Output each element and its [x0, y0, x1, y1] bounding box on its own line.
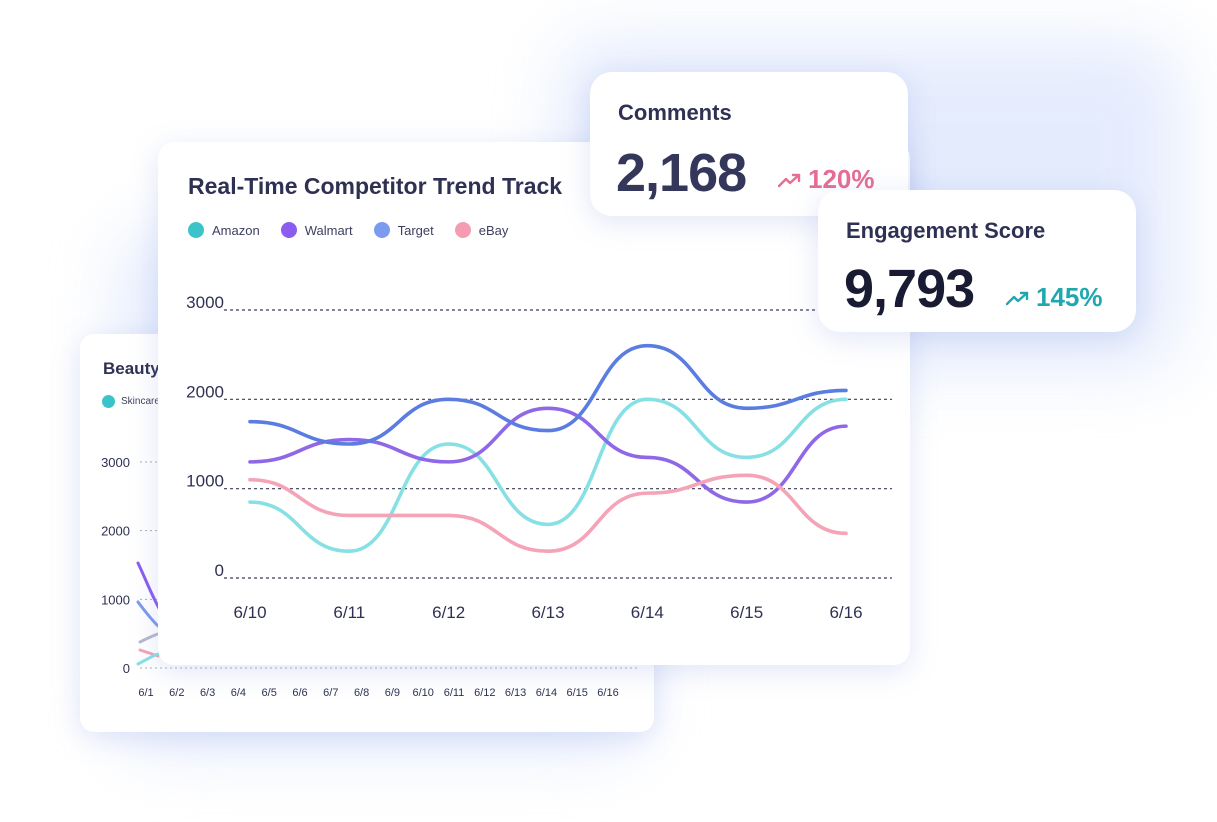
legend-label-ebay: eBay	[478, 222, 509, 238]
y-tick-label: 1000	[186, 472, 224, 491]
comments-value: 2,168	[616, 143, 747, 203]
beauty-series-line	[138, 632, 160, 644]
x-tick-label: 6/15	[730, 603, 763, 622]
beauty-card-title: Beauty	[103, 359, 160, 378]
legend-dot-ebay	[454, 222, 471, 238]
engagement-label: Engagement Score	[846, 218, 1046, 243]
legend-dot-amazon	[188, 222, 204, 238]
legend-dot-walmart	[280, 222, 297, 238]
x-tick-label: 6/13	[531, 603, 564, 622]
x-tick-label: 6/12	[432, 603, 465, 622]
legend-label-target: Target	[397, 222, 434, 238]
legend-dot-skincare	[102, 395, 115, 408]
comments-change: 120%	[778, 164, 875, 195]
beauty-x-tick-label: 6/16	[597, 687, 618, 699]
beauty-x-tick-label: 6/7	[323, 687, 338, 699]
beauty-y-tick-label: 1000	[101, 592, 130, 607]
x-tick-label: 6/16	[829, 603, 862, 622]
engagement-score-card: Engagement Score 9,793 145%	[818, 190, 1136, 332]
legend-item-target[interactable]: Target	[373, 222, 434, 238]
beauty-x-tick-label: 6/8	[354, 687, 369, 699]
beauty-y-tick-label: 0	[123, 661, 130, 676]
comments-label: Comments	[618, 100, 732, 125]
beauty-x-tick-label: 6/11	[444, 687, 465, 699]
trend-up-icon	[1006, 291, 1029, 305]
beauty-x-tick-label: 6/3	[200, 687, 215, 699]
beauty-x-tick-label: 6/2	[169, 687, 184, 699]
series-line-ebay	[248, 473, 848, 553]
beauty-series-line	[136, 561, 162, 612]
competitor-trend-card: Real-Time Competitor Trend Track Amazon …	[158, 142, 910, 665]
x-tick-label: 6/11	[333, 603, 365, 622]
beauty-x-tick-label: 6/4	[231, 687, 246, 699]
beauty-series-line	[136, 600, 160, 628]
legend-label-skincare: Skincare	[121, 396, 160, 407]
engagement-change: 145%	[1006, 282, 1103, 313]
beauty-x-tick-label: 6/12	[474, 687, 495, 699]
beauty-x-tick-label: 6/13	[505, 687, 526, 699]
chart-title: Real-Time Competitor Trend Track	[188, 173, 563, 199]
beauty-y-tick-label: 2000	[101, 524, 130, 539]
series-line-walmart	[248, 406, 848, 504]
x-tick-label: 6/14	[631, 603, 664, 622]
series-line-target	[248, 343, 848, 446]
comments-change-value: 120%	[808, 164, 875, 194]
y-tick-label: 2000	[186, 382, 224, 401]
beauty-x-tick-label: 6/15	[566, 687, 587, 699]
beauty-x-tick-label: 6/9	[385, 687, 400, 699]
engagement-change-value: 145%	[1036, 282, 1103, 312]
beauty-series-line	[136, 652, 160, 666]
beauty-x-tick-label: 6/14	[536, 687, 557, 699]
beauty-x-tick-label: 6/6	[292, 687, 307, 699]
legend-dot-target	[373, 222, 390, 238]
beauty-legend: Skincare	[102, 395, 160, 408]
legend-label-amazon: Amazon	[212, 222, 260, 238]
engagement-value: 9,793	[844, 259, 975, 319]
y-tick-label: 0	[215, 561, 224, 580]
comments-card: Comments 2,168 120%	[590, 72, 908, 216]
beauty-y-tick-label: 3000	[101, 455, 130, 470]
beauty-x-tick-label: 6/10	[412, 687, 433, 699]
beauty-x-tick-label: 6/1	[138, 687, 153, 699]
series-line-amazon	[248, 397, 848, 553]
legend-item-amazon[interactable]: Amazon	[188, 222, 260, 238]
y-tick-label: 3000	[186, 293, 224, 312]
x-tick-label: 6/10	[233, 603, 266, 622]
trend-line-chart: 3000 2000 1000 0 6/10 6/11 6/12 6/13 6/14 6/15 6/1…	[186, 293, 892, 622]
legend-item-ebay[interactable]: eBay	[454, 222, 509, 238]
trend-up-icon	[778, 173, 801, 187]
chart-legend: Amazon Walmart Target eBay	[188, 222, 529, 238]
legend-label-walmart: Walmart	[304, 222, 353, 238]
legend-item-walmart[interactable]: Walmart	[280, 222, 353, 238]
beauty-x-tick-label: 6/5	[262, 687, 277, 699]
